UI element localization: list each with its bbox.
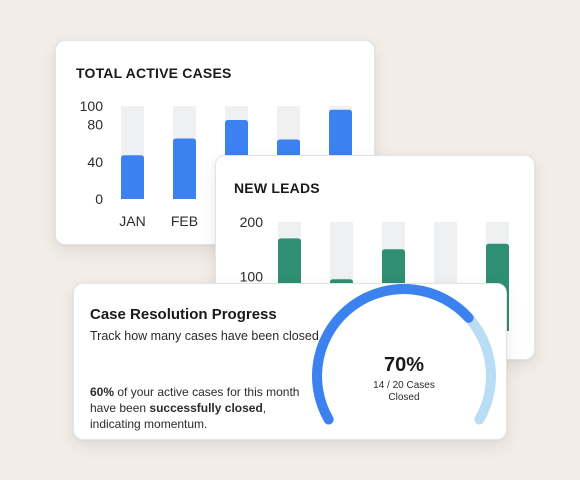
- progress-desc-bold: successfully closed: [149, 401, 263, 415]
- active-cases-bar: [121, 155, 144, 199]
- new-leads-ytick-label: 100: [240, 269, 264, 285]
- gauge-percent-label: 70%: [383, 354, 425, 376]
- new-leads-ytick-label: 200: [240, 214, 264, 230]
- active-cases-ytick-label: 80: [87, 117, 103, 133]
- case-resolution-card: Case Resolution Progress Track how many …: [73, 283, 507, 440]
- active-cases-bar: [173, 138, 196, 199]
- progress-gauge: [312, 284, 496, 425]
- progress-description: 60% of your active cases for this month …: [90, 384, 310, 432]
- progress-title: Case Resolution Progress: [90, 306, 277, 323]
- new-leads-title: NEW LEADS: [234, 180, 320, 196]
- progress-subtitle: Track how many cases have been closed.: [90, 329, 323, 343]
- active-cases-ytick-label: 100: [80, 98, 104, 114]
- progress-desc-mid: of your active cases for this month have…: [90, 385, 300, 415]
- gauge-fill: [312, 284, 474, 425]
- progress-desc-end: , indicating momentum.: [90, 401, 267, 431]
- progress-desc-percent: 60%: [90, 385, 115, 399]
- active-cases-ytick-label: 40: [87, 154, 103, 170]
- active-cases-category-label: FEB: [171, 213, 198, 229]
- active-cases-title: TOTAL ACTIVE CASES: [76, 65, 232, 81]
- active-cases-ytick-label: 0: [95, 191, 103, 207]
- active-cases-category-label: JAN: [119, 213, 145, 229]
- active-cases-card: TOTAL ACTIVE CASES 0 40 80 100 JAN FEB: [55, 40, 375, 245]
- gauge-caption: 14 / 20 Cases Closed: [373, 380, 435, 403]
